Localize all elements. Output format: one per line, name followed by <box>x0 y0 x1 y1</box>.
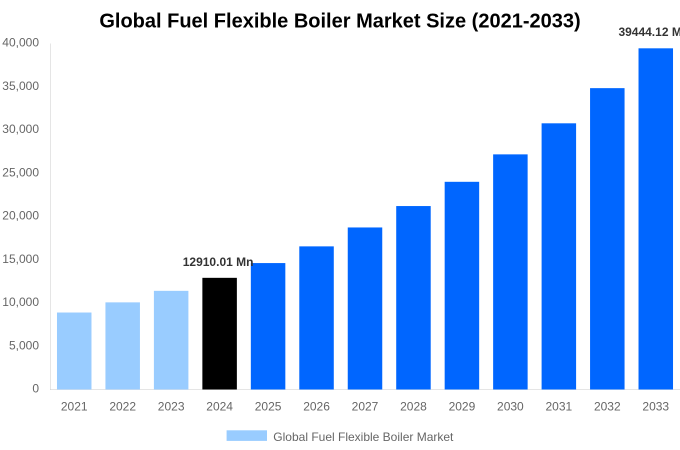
svg-text:35,000: 35,000 <box>2 79 39 93</box>
svg-text:Global Fuel Flexible Boiler Ma: Global Fuel Flexible Boiler Market Size … <box>99 11 580 33</box>
svg-text:2027: 2027 <box>352 400 379 414</box>
svg-text:2033: 2033 <box>642 400 669 414</box>
svg-text:39444.12 Mn: 39444.12 Mn <box>618 25 680 39</box>
svg-text:12910.01 Mn: 12910.01 Mn <box>183 255 254 269</box>
svg-text:0: 0 <box>32 382 39 396</box>
svg-text:2022: 2022 <box>109 400 136 414</box>
svg-text:2028: 2028 <box>400 400 427 414</box>
svg-text:5,000: 5,000 <box>9 338 39 352</box>
svg-text:2029: 2029 <box>449 400 476 414</box>
svg-text:20,000: 20,000 <box>2 209 39 223</box>
svg-text:2021: 2021 <box>61 400 88 414</box>
svg-text:2024: 2024 <box>206 400 233 414</box>
svg-text:15,000: 15,000 <box>2 252 39 266</box>
svg-text:30,000: 30,000 <box>2 122 39 136</box>
svg-text:2030: 2030 <box>497 400 524 414</box>
svg-text:2026: 2026 <box>303 400 330 414</box>
svg-text:2023: 2023 <box>158 400 185 414</box>
svg-text:Global Fuel Flexible Boiler Ma: Global Fuel Flexible Boiler Market <box>273 430 454 444</box>
svg-text:10,000: 10,000 <box>2 295 39 309</box>
svg-text:2032: 2032 <box>594 400 621 414</box>
svg-text:2025: 2025 <box>255 400 282 414</box>
svg-text:40,000: 40,000 <box>2 36 39 50</box>
svg-text:25,000: 25,000 <box>2 165 39 179</box>
svg-text:2031: 2031 <box>545 400 572 414</box>
